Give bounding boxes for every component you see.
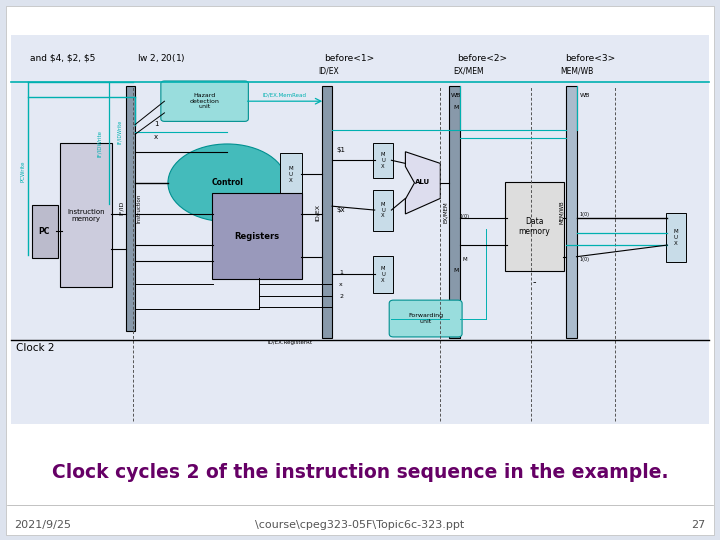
Text: 1(0): 1(0) [460, 214, 469, 219]
Text: Registers: Registers [234, 232, 279, 241]
Text: ID/EX.RegisterRt: ID/EX.RegisterRt [268, 340, 312, 345]
Text: M
U
X: M U X [289, 166, 293, 183]
Text: M
U
X: M U X [381, 152, 385, 168]
Text: ID/EX: ID/EX [315, 204, 320, 220]
Text: M
U
X: M U X [673, 229, 678, 246]
Text: M
U
X: M U X [381, 266, 385, 282]
Text: x: x [339, 282, 343, 287]
Text: before<3>: before<3> [565, 54, 616, 63]
Text: $1: $1 [337, 147, 346, 153]
FancyBboxPatch shape [566, 86, 577, 339]
FancyBboxPatch shape [505, 182, 564, 272]
Text: x: x [154, 134, 158, 140]
Text: IF/IDWrite: IF/IDWrite [117, 120, 122, 144]
Text: 2: 2 [339, 294, 343, 299]
Text: Instruction
memory: Instruction memory [68, 208, 105, 221]
FancyBboxPatch shape [280, 153, 302, 195]
Polygon shape [405, 152, 441, 214]
Ellipse shape [168, 144, 287, 222]
FancyBboxPatch shape [126, 86, 135, 330]
FancyBboxPatch shape [11, 35, 709, 424]
Text: EX/MEM: EX/MEM [443, 201, 448, 223]
Text: WB: WB [451, 93, 462, 98]
FancyBboxPatch shape [373, 255, 393, 293]
Text: PC: PC [39, 227, 50, 236]
Text: 1: 1 [154, 121, 158, 127]
Text: and $4, $2, $5: and $4, $2, $5 [30, 54, 96, 63]
FancyBboxPatch shape [161, 81, 248, 122]
FancyBboxPatch shape [449, 86, 460, 339]
Text: before<1>: before<1> [325, 54, 374, 63]
FancyBboxPatch shape [6, 6, 714, 535]
FancyBboxPatch shape [212, 193, 302, 279]
Text: M: M [454, 268, 459, 273]
Text: 1(0): 1(0) [580, 212, 590, 217]
FancyBboxPatch shape [32, 205, 58, 258]
Text: Control: Control [212, 178, 243, 187]
Text: ID/EX.MemRead: ID/EX.MemRead [263, 92, 307, 97]
Text: before<2>: before<2> [457, 54, 508, 63]
Text: Clock 2: Clock 2 [17, 343, 55, 353]
Text: ALU: ALU [415, 179, 431, 185]
FancyBboxPatch shape [60, 143, 112, 287]
Text: MEM/WB: MEM/WB [559, 200, 564, 224]
Text: \course\cpeg323-05F\Topic6c-323.ppt: \course\cpeg323-05F\Topic6c-323.ppt [256, 520, 464, 530]
Text: M: M [462, 256, 467, 261]
Text: Hazard
detection
unit: Hazard detection unit [190, 93, 220, 110]
Text: 2021/9/25: 2021/9/25 [14, 520, 71, 530]
Text: lw $2, 20($1): lw $2, 20($1) [137, 52, 185, 64]
FancyBboxPatch shape [390, 300, 462, 337]
Text: M
U
X: M U X [381, 202, 385, 218]
Text: Instruction: Instruction [136, 193, 141, 223]
Text: WB: WB [580, 93, 590, 98]
FancyBboxPatch shape [373, 143, 393, 178]
Text: M: M [454, 105, 459, 110]
Text: Clock cycles 2 of the instruction sequence in the example.: Clock cycles 2 of the instruction sequen… [52, 463, 668, 482]
FancyBboxPatch shape [373, 190, 393, 231]
FancyBboxPatch shape [322, 86, 332, 339]
Text: 1(0): 1(0) [580, 256, 590, 261]
Text: EX/MEM: EX/MEM [453, 67, 484, 76]
Text: Forwarding
unit: Forwarding unit [408, 313, 444, 324]
Text: $x: $x [337, 207, 346, 213]
Text: 27: 27 [691, 520, 706, 530]
Text: IF/IDWrite: IF/IDWrite [97, 131, 102, 158]
Text: PCWrite: PCWrite [21, 160, 26, 182]
Text: IF/ID: IF/ID [120, 201, 125, 215]
Text: Data
memory: Data memory [518, 217, 551, 237]
Text: 1: 1 [339, 270, 343, 275]
FancyBboxPatch shape [666, 213, 686, 262]
Text: MEM/WB: MEM/WB [560, 67, 593, 76]
Text: ID/EX: ID/EX [318, 67, 339, 76]
Text: -: - [533, 277, 536, 287]
